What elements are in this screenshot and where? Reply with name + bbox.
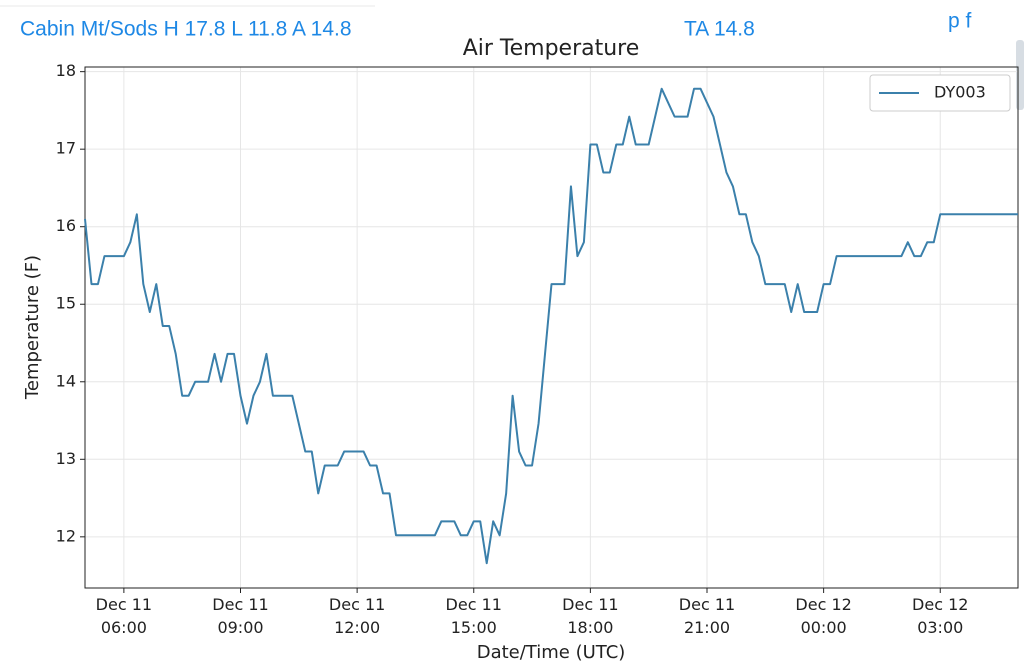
y-tick-label: 17 — [56, 139, 76, 158]
x-tick-label: Dec 11 15:00 — [446, 595, 502, 637]
menu-buttons[interactable]: p f — [948, 10, 972, 33]
legend-box — [869, 74, 1011, 112]
y-tick-label: 13 — [56, 449, 76, 468]
x-tick-label: Dec 11 12:00 — [329, 595, 385, 637]
y-tick-label: 15 — [56, 294, 76, 313]
y-axis-label: Temperature (F) — [22, 255, 43, 400]
legend-label: DY003 — [934, 83, 986, 102]
station-summary: Cabin Mt/Sods H 17.8 L 11.8 A 14.8 — [20, 18, 352, 41]
plot-frame — [84, 66, 1019, 589]
y-tick-label: 14 — [56, 371, 76, 390]
x-tick-label: Dec 11 21:00 — [679, 595, 735, 637]
data-line — [84, 87, 1018, 565]
x-axis-label: Date/Time (UTC) — [477, 642, 626, 663]
y-tick-label: 12 — [56, 526, 76, 545]
scroll-handle[interactable] — [1016, 40, 1024, 110]
y-tick-label: 16 — [56, 216, 76, 235]
x-tick-label: Dec 11 06:00 — [96, 595, 152, 637]
x-tick-label: Dec 12 03:00 — [912, 595, 968, 637]
x-tick-label: Dec 11 09:00 — [212, 595, 268, 637]
ta-summary: TA 14.8 — [684, 18, 755, 41]
chart-title: Air Temperature — [463, 36, 640, 61]
x-tick-label: Dec 11 18:00 — [562, 595, 618, 637]
x-tick-label: Dec 12 00:00 — [795, 595, 851, 637]
y-tick-label: 18 — [56, 61, 76, 80]
